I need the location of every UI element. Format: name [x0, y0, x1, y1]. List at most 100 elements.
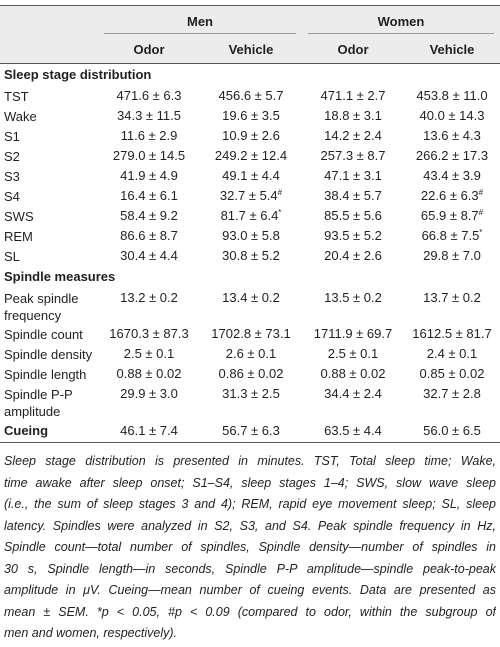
value-cell: 38.4 ± 5.7 — [302, 186, 404, 206]
value-cell: 2.5 ± 0.1 — [98, 344, 200, 364]
value: 34.3 ± 11.5 — [117, 108, 181, 123]
value-cell: 1702.8 ± 73.1 — [200, 324, 302, 344]
footnote-line: time awake after sleep onset; S1–S4, sle… — [4, 475, 496, 490]
footnote-line: mean ± SEM. *p < 0.05, #p < 0.09 (compar… — [4, 604, 496, 619]
row-label: S2 — [4, 149, 20, 164]
value-cell: 13.2 ± 0.2 — [98, 288, 200, 324]
value: 456.6 ± 5.7 — [218, 88, 284, 103]
value-cell: 0.86 ± 0.02 — [200, 364, 302, 384]
row-label: Wake — [4, 109, 37, 124]
value-cell: 266.2 ± 17.3 — [404, 146, 500, 166]
group-label: Men — [104, 8, 296, 34]
results-table: Men Women Odor Vehicle Odor Vehicle Sleep sta… — [0, 5, 500, 443]
value-cell: 471.6 ± 6.3 — [98, 86, 200, 106]
value-cell: 0.85 ± 0.02 — [404, 364, 500, 384]
value: 56.7 ± 6.3 — [222, 423, 280, 438]
value: 18.8 ± 3.1 — [324, 108, 382, 123]
value: 11.6 ± 2.9 — [120, 128, 178, 143]
value: 2.5 ± 0.1 — [123, 346, 175, 361]
value-cell: 63.5 ± 4.4 — [302, 420, 404, 443]
value: 43.4 ± 3.9 — [423, 168, 481, 183]
value-cell: 43.4 ± 3.9 — [404, 166, 500, 186]
value: 10.9 ± 2.6 — [222, 128, 280, 143]
value: 49.1 ± 4.4 — [222, 168, 280, 183]
value-cell: 93.5 ± 5.2 — [302, 226, 404, 246]
value-cell: 56.7 ± 6.3 — [200, 420, 302, 443]
data-row: SL 30.4 ± 4.4 30.8 ± 5.2 20.4 ± 2.6 29.8 ± 7… — [0, 246, 500, 266]
summary-row: Cueing 46.1 ± 7.4 56.7 ± 6.3 63.5 ± 4.4 56.0… — [0, 420, 500, 443]
data-row: S2 279.0 ± 14.5 249.2 ± 12.4 257.3 ± 8.7 266… — [0, 146, 500, 166]
value-cell: 20.4 ± 2.6 — [302, 246, 404, 266]
value: 63.5 ± 4.4 — [324, 423, 382, 438]
value: 266.2 ± 17.3 — [415, 148, 489, 163]
value-cell: 279.0 ± 14.5 — [98, 146, 200, 166]
row-label: SWS — [4, 209, 34, 224]
group-header-row: Men Women — [0, 5, 500, 35]
value: 29.9 ± 3.0 — [120, 386, 178, 401]
value: 2.5 ± 0.1 — [327, 346, 379, 361]
value-cell: 29.8 ± 7.0 — [404, 246, 500, 266]
value: 1702.8 ± 73.1 — [211, 326, 291, 341]
row-label: Peak spindle frequency — [4, 291, 79, 323]
value: 30.4 ± 4.4 — [120, 248, 178, 263]
corner-cell — [0, 35, 98, 64]
value-cell: 249.2 ± 12.4 — [200, 146, 302, 166]
value: 13.5 ± 0.2 — [324, 290, 382, 305]
row-label: Spindle P-P amplitude — [4, 387, 73, 419]
column-header-row: Odor Vehicle Odor Vehicle — [0, 35, 500, 64]
value: 16.4 ± 6.1 — [120, 188, 178, 203]
value: 13.7 ± 0.2 — [423, 290, 481, 305]
value: 0.88 ± 0.02 — [116, 366, 182, 381]
data-row: TST 471.6 ± 6.3 456.6 ± 5.7 471.1 ± 2.7 453.… — [0, 86, 500, 106]
value-cell: 2.4 ± 0.1 — [404, 344, 500, 364]
column-header: Vehicle — [404, 35, 500, 64]
corner-cell — [0, 5, 98, 35]
data-row: S3 41.9 ± 4.9 49.1 ± 4.4 47.1 ± 3.1 43.4 ± 3… — [0, 166, 500, 186]
value-cell: 81.7 ± 6.4* — [200, 206, 302, 226]
value: 85.5 ± 5.6 — [324, 208, 382, 223]
value: 19.6 ± 3.5 — [222, 108, 280, 123]
value: 249.2 ± 12.4 — [214, 148, 288, 163]
value: 13.6 ± 4.3 — [423, 128, 481, 143]
footnote-line: 30 s, Spindle length—in seconds, Spindle… — [4, 561, 496, 576]
value: 14.2 ± 2.4 — [324, 128, 382, 143]
value: 32.7 ± 2.8 — [423, 386, 481, 401]
value-cell: 49.1 ± 4.4 — [200, 166, 302, 186]
value: 0.85 ± 0.02 — [419, 366, 485, 381]
value-cell: 29.9 ± 3.0 — [98, 384, 200, 420]
value-cell: 1612.5 ± 81.7 — [404, 324, 500, 344]
group-header: Men — [98, 5, 302, 35]
value-cell: 32.7 ± 2.8 — [404, 384, 500, 420]
value-cell: 65.9 ± 8.7# — [404, 206, 500, 226]
value-cell: 0.88 ± 0.02 — [98, 364, 200, 384]
row-label: S3 — [4, 169, 20, 184]
value-cell: 66.8 ± 7.5* — [404, 226, 500, 246]
footnote: Sleep stage distribution is presented in… — [4, 451, 496, 645]
value: 31.3 ± 2.5 — [222, 386, 280, 401]
value-cell: 453.8 ± 11.0 — [404, 86, 500, 106]
value: 20.4 ± 2.6 — [324, 248, 382, 263]
value: 56.0 ± 6.5 — [423, 423, 481, 438]
data-row: REM 86.6 ± 8.7 93.0 ± 5.8 93.5 ± 5.2 66.8 ± … — [0, 226, 500, 246]
value-cell: 47.1 ± 3.1 — [302, 166, 404, 186]
value-cell: 13.5 ± 0.2 — [302, 288, 404, 324]
value-cell: 257.3 ± 8.7 — [302, 146, 404, 166]
value-cell: 46.1 ± 7.4 — [98, 420, 200, 443]
row-label: S1 — [4, 129, 20, 144]
value-cell: 13.7 ± 0.2 — [404, 288, 500, 324]
value-cell: 58.4 ± 9.2 — [98, 206, 200, 226]
value-cell: 34.4 ± 2.4 — [302, 384, 404, 420]
value: 22.6 ± 6.3 — [420, 188, 479, 203]
value-cell: 2.5 ± 0.1 — [302, 344, 404, 364]
data-row: S1 11.6 ± 2.9 10.9 ± 2.6 14.2 ± 2.4 13.6 ± 4… — [0, 126, 500, 146]
value: 34.4 ± 2.4 — [324, 386, 382, 401]
value-cell: 14.2 ± 2.4 — [302, 126, 404, 146]
significance-mark: * — [278, 208, 282, 217]
value-cell: 41.9 ± 4.9 — [98, 166, 200, 186]
value: 13.4 ± 0.2 — [222, 290, 280, 305]
value-cell: 11.6 ± 2.9 — [98, 126, 200, 146]
value-cell: 0.88 ± 0.02 — [302, 364, 404, 384]
value-cell: 13.6 ± 4.3 — [404, 126, 500, 146]
value-cell: 85.5 ± 5.6 — [302, 206, 404, 226]
data-row: SWS 58.4 ± 9.2 81.7 ± 6.4* 85.5 ± 5.6 65.9 ±… — [0, 206, 500, 226]
